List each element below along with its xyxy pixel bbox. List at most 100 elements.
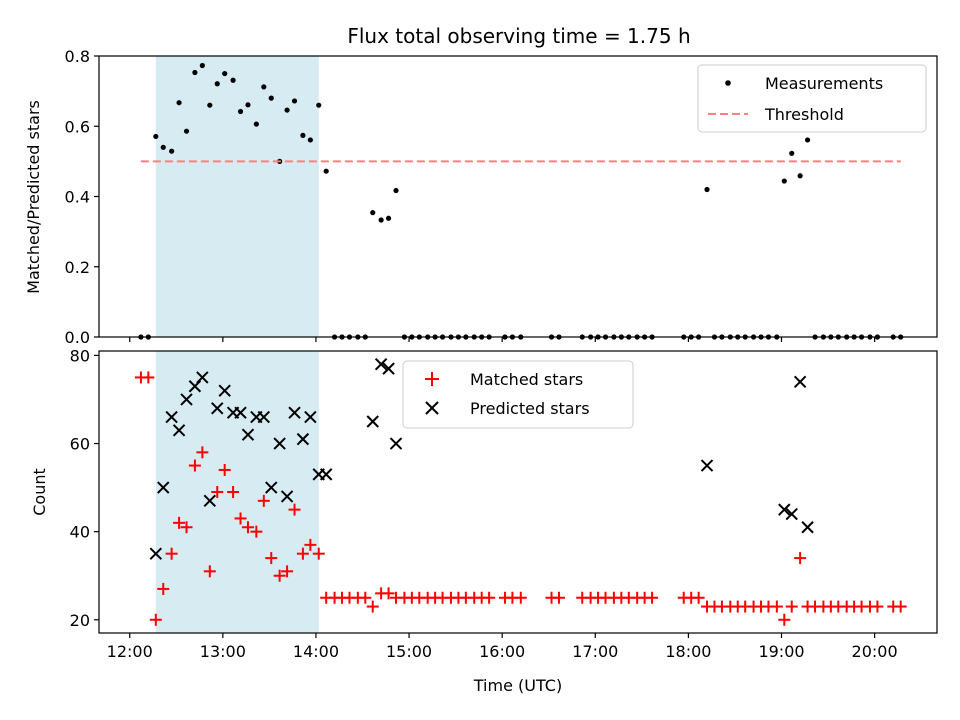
matched-stars-point — [196, 446, 209, 459]
predicted-stars-point — [778, 503, 791, 516]
matched-stars-point — [552, 591, 565, 604]
matched-stars-point — [234, 512, 247, 525]
matched-stars-point — [304, 538, 317, 551]
matched-stars-point — [366, 600, 379, 613]
legend-matched-marker — [425, 372, 439, 386]
predicted-stars-point — [157, 481, 170, 494]
predicted-stars-point — [241, 428, 255, 441]
panel-ratio: 0.00.20.40.60.8 Matched/Predicted stars … — [24, 47, 938, 347]
measurement-point — [797, 173, 803, 179]
measurement-point — [253, 121, 259, 127]
x-axis-label: Time (UTC) — [473, 676, 562, 695]
top-y-ticks: 0.0 0.2 0.4 0.6 0.8 — [65, 47, 99, 347]
matched-stars-point — [514, 591, 527, 604]
matched-stars-point — [312, 547, 325, 560]
x-tick-label: 19:00 — [758, 642, 804, 661]
predicted-stars-point — [257, 410, 271, 424]
measurement-point — [222, 70, 228, 77]
measurement-point — [207, 102, 213, 108]
matched-stars-point — [250, 525, 263, 538]
x-tick-label: 14:00 — [293, 642, 339, 661]
measurement-point — [214, 81, 220, 87]
chart-title: Flux total observing time = 1.75 h — [347, 24, 690, 48]
y-tick-label: 40 — [70, 523, 90, 542]
matched-stars-point — [165, 547, 178, 560]
measurement-point — [804, 137, 811, 143]
predicted-stars-point — [149, 547, 163, 560]
y-tick-label: 0.4 — [65, 188, 90, 207]
measurement-point — [300, 132, 306, 138]
predicted-stars-point — [288, 406, 301, 419]
legend-measurements-marker — [725, 80, 731, 86]
measurement-point — [245, 102, 251, 108]
predicted-stars-point — [273, 437, 286, 450]
bottom-x-ticks: 12:00 13:00 14:00 15:00 16:00 17:00 18:00 19:00… — [107, 633, 898, 661]
x-tick-label: 15:00 — [386, 642, 432, 661]
x-tick-label: 20:00 — [852, 642, 898, 661]
y-tick-label: 0.2 — [65, 258, 90, 277]
predicted-stars-point — [374, 358, 388, 371]
x-tick-label: 18:00 — [665, 642, 711, 661]
matched-stars-point — [157, 582, 170, 595]
bottom-y-axis-label: Count — [30, 468, 49, 516]
y-tick-label: 0.6 — [65, 117, 90, 136]
top-x-ticks — [129, 337, 876, 342]
measurement-point — [268, 95, 274, 101]
matched-stars-point — [794, 552, 807, 565]
x-tick-label: 17:00 — [572, 642, 618, 661]
bottom-legend: Matched stars Predicted stars — [402, 360, 634, 429]
predicted-stars-point — [196, 371, 209, 384]
predicted-stars-point — [389, 437, 403, 450]
measurement-point — [261, 84, 267, 90]
matched-stars-point — [218, 463, 231, 476]
matched-stars-point — [180, 521, 193, 534]
matched-stars-point — [211, 486, 224, 498]
y-tick-label: 20 — [70, 611, 90, 630]
matched-stars-point — [265, 552, 278, 565]
legend-predicted-stars: Predicted stars — [470, 399, 590, 418]
predicted-stars-point — [793, 375, 807, 389]
top-highlight-span — [155, 56, 319, 337]
measurement-point — [169, 148, 175, 154]
predicted-stars-point — [785, 507, 798, 521]
predicted-stars-point — [366, 415, 379, 428]
measurement-point — [199, 62, 205, 69]
matched-stars-point — [770, 600, 783, 613]
measurement-point — [378, 217, 384, 223]
measurement-point — [230, 77, 236, 83]
y-tick-label: 60 — [70, 435, 90, 454]
legend-predicted-marker — [425, 401, 439, 415]
matched-stars-point — [871, 600, 884, 613]
bottom-y-ticks: 20 40 60 80 — [70, 346, 99, 630]
predicted-stars-point — [180, 393, 193, 406]
matched-stars-point — [188, 459, 201, 472]
measurement-point — [160, 144, 166, 150]
measurement-point — [192, 69, 198, 76]
bottom-axes-frame — [98, 350, 938, 634]
measurement-point — [284, 107, 290, 113]
matched-stars-point — [173, 516, 186, 529]
measurement-point — [183, 128, 190, 134]
measurement-point — [393, 187, 399, 194]
matched-stars-point — [273, 569, 286, 582]
measurement-point — [316, 102, 322, 108]
predicted-stars-point — [211, 402, 224, 415]
measurement-point — [153, 133, 159, 140]
top-legend: Measurements Threshold — [697, 64, 927, 133]
y-tick-label: 0.8 — [65, 47, 90, 66]
matched-stars-point — [296, 547, 309, 560]
measurement-point — [307, 137, 313, 143]
matched-stars-point — [359, 591, 372, 604]
legend-matched-stars: Matched stars — [470, 370, 583, 389]
measurement-point — [323, 168, 329, 174]
predicted-stars-point — [172, 424, 186, 437]
matched-stars-point — [149, 613, 162, 626]
predicted-stars-point — [265, 481, 278, 494]
top-y-axis-label: Matched/Predicted stars — [24, 100, 43, 294]
matched-stars-point — [894, 600, 907, 613]
predicted-stars-point — [165, 410, 178, 424]
matched-stars-point — [203, 565, 216, 578]
bottom-marks — [134, 358, 907, 626]
